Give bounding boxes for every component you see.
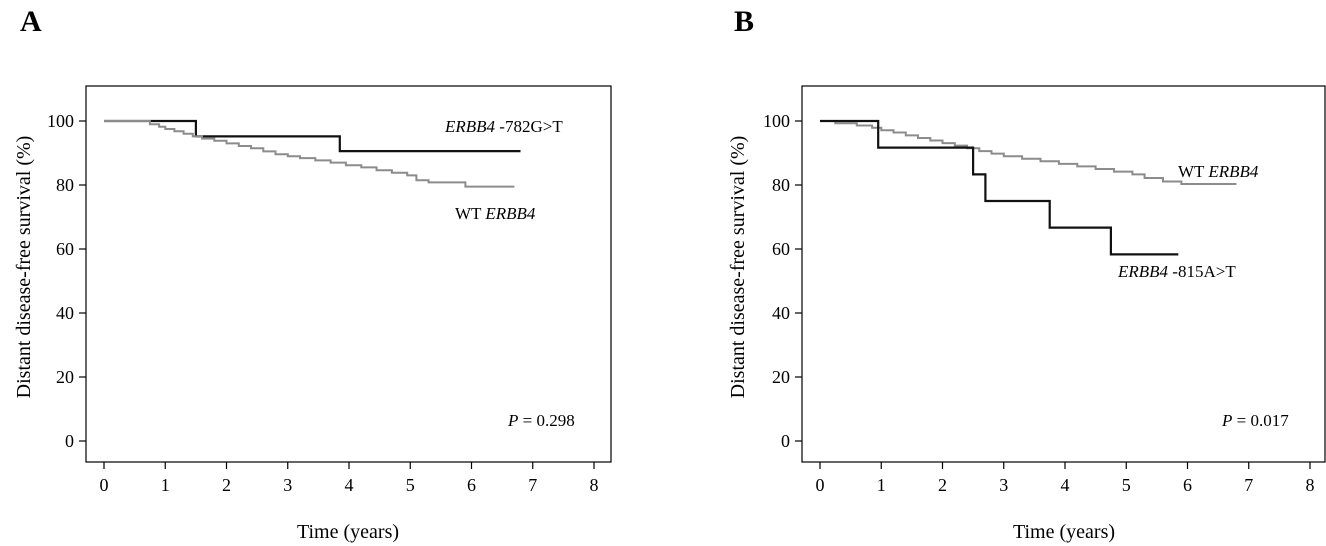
panel-a-y-tick-label: 60 [56,239,74,259]
panel-b-series-line-erbb4-815a-t [820,119,1179,256]
panel-a-series-label-wt: WT ERBB4 [455,204,536,223]
panel-b-x-tick-label: 8 [1306,475,1315,495]
panel-a-plot-frame [85,85,612,463]
panel-a-label: A [20,5,42,38]
panel-b-series [820,119,1237,256]
panel-a-y-axis: 0 20 40 60 80 100 [47,111,86,451]
panel-b-y-tick-label: 0 [781,431,790,451]
panel-b-x-tick-label: 4 [1061,475,1070,495]
panel-b-series-label-wt: WT ERBB4 [1178,162,1259,181]
panel-b-y-axis-title: Distant disease-free survival (%) [727,136,749,399]
panel-b-x-axis-title: Time (years) [1013,521,1115,543]
panel-a-x-tick-label: 8 [590,475,599,495]
panel-a-x-axis-title: Time (years) [297,521,399,543]
panel-a-series [104,119,521,188]
panel-a-x-tick-label: 6 [467,475,476,495]
panel-b-x-tick-label: 1 [877,475,886,495]
panel-b-x-tick-label: 0 [816,475,825,495]
panel-b-x-tick-label: 2 [938,475,947,495]
panel-b-label: B [734,5,754,38]
panel-a-y-tick-label: 100 [47,111,74,131]
panel-b-y-axis: 0 20 40 60 80 100 [763,111,802,451]
panel-a-x-tick-label: 1 [161,475,170,495]
panel-b: B 0 20 40 60 80 100 0 1 2 3 4 5 6 7 8 Time (years) Di… [727,5,1326,543]
panel-b-y-tick-label: 100 [763,111,790,131]
panel-a-series-line-erbb4-782g-t [104,119,521,153]
panel-b-y-tick-label: 20 [772,367,790,387]
panel-a-series-line-wt-erbb4 [104,120,515,188]
panel-a-x-tick-label: 3 [283,475,292,495]
panel-b-x-tick-label: 3 [999,475,1008,495]
panel-a-x-tick-label: 7 [528,475,537,495]
panel-b-series-line-wt-erbb4 [820,120,1237,185]
panel-b-plot-frame [801,85,1326,463]
panel-a-x-tick-label: 4 [345,475,354,495]
panel-a-x-tick-label: 0 [100,475,109,495]
panel-b-series-label-erbb4-815: ERBB4 -815A>T [1117,262,1236,281]
panel-a-series-label-erbb4-782: ERBB4 -782G>T [444,117,563,136]
panel-b-y-tick-label: 80 [772,175,790,195]
panel-b-p-value: P = 0.017 [1221,411,1289,430]
panel-b-x-axis: 0 1 2 3 4 5 6 7 8 [816,462,1315,495]
panel-a-x-tick-label: 5 [406,475,415,495]
panel-a-x-tick-label: 2 [222,475,231,495]
panel-b-x-tick-label: 7 [1244,475,1253,495]
panel-a-y-tick-label: 40 [56,303,74,323]
panel-a-p-value: P = 0.298 [507,411,575,430]
panel-a-x-axis: 0 1 2 3 4 5 6 7 8 [100,462,599,495]
panel-a-y-tick-label: 20 [56,367,74,387]
panel-b-y-tick-label: 60 [772,239,790,259]
panel-a: A 0 20 40 60 80 100 0 1 2 3 4 5 6 7 8 Time (years) Di… [13,5,612,543]
panel-b-y-tick-label: 40 [772,303,790,323]
panel-b-x-tick-label: 6 [1183,475,1192,495]
panel-a-y-tick-label: 80 [56,175,74,195]
panel-b-x-tick-label: 5 [1122,475,1131,495]
panel-a-y-axis-title: Distant disease-free survival (%) [13,136,35,399]
panel-a-y-tick-label: 0 [65,431,74,451]
